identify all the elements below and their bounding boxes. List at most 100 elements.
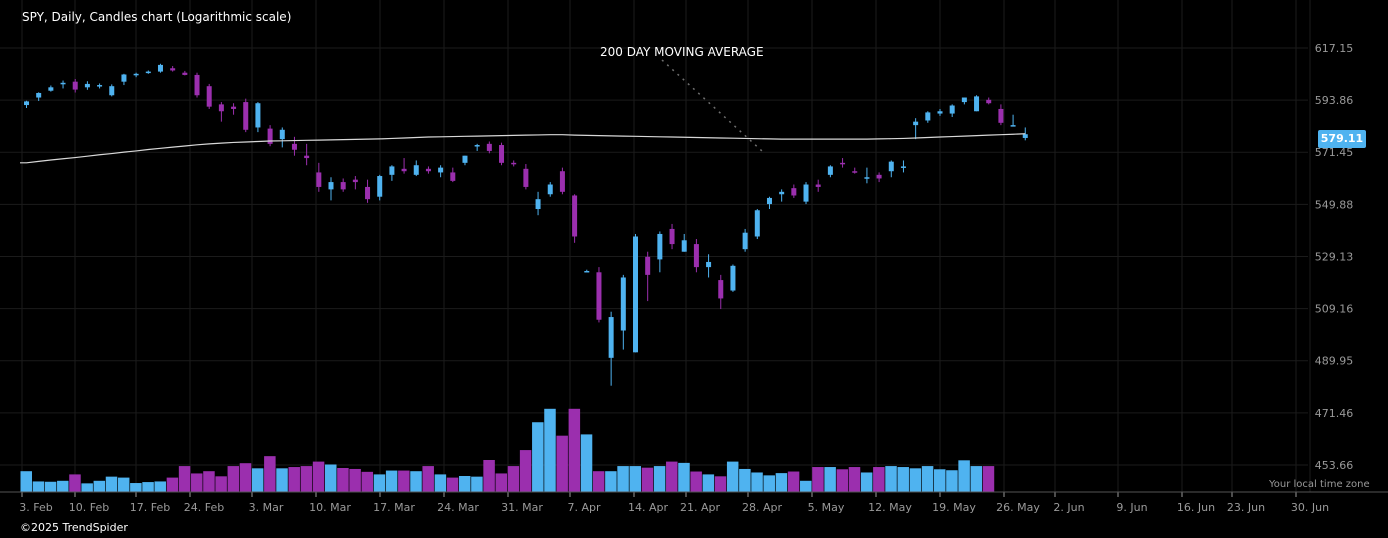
candle-body: [121, 74, 127, 82]
last-price-badge: 579.11: [1318, 130, 1366, 148]
volume-bar: [532, 422, 544, 492]
grid: [0, 0, 1308, 492]
candle-body: [742, 232, 748, 250]
candle-body: [949, 105, 955, 114]
candle-body: [864, 177, 870, 179]
candle-body: [340, 182, 346, 190]
candle-body: [986, 99, 992, 104]
volume-bar: [215, 476, 227, 492]
volume-bar: [885, 466, 897, 492]
y-axis: 617.15 593.86 571.45 549.88 529.13 509.16 489.…: [1309, 0, 1354, 492]
candle-body: [170, 68, 176, 71]
volume-bar: [105, 476, 118, 492]
candle-body: [681, 240, 687, 252]
candle-body: [1010, 125, 1016, 127]
volume-bar: [617, 466, 629, 492]
volume-bar: [251, 468, 264, 492]
candle-body: [389, 166, 395, 175]
candle-body: [60, 82, 66, 85]
volume-bar: [641, 467, 654, 492]
volume-bar: [276, 468, 288, 492]
candle-body: [401, 168, 407, 172]
candle-body: [133, 73, 139, 76]
candle-body: [815, 184, 821, 187]
volume-bar: [81, 483, 93, 492]
candle-body: [535, 199, 541, 210]
volume-bar: [471, 476, 483, 492]
moving-average-line: [20, 133, 1026, 164]
volume-bar: [398, 470, 410, 492]
volume-bars: [20, 408, 995, 492]
x-tick-label: 17. Feb: [130, 501, 170, 514]
candle-body: [888, 161, 894, 172]
volume-bar: [897, 467, 909, 492]
volume-bar: [337, 468, 349, 492]
annotation-pointer: [661, 59, 763, 152]
volume-bar: [410, 471, 422, 492]
candle-body: [523, 168, 529, 187]
candle-body: [718, 280, 724, 299]
candle-body: [706, 261, 712, 268]
candle-body: [486, 143, 492, 151]
volume-bar: [325, 464, 337, 492]
volume-bar: [848, 467, 861, 492]
y-tick-label: 593.86: [1315, 94, 1354, 107]
candle-body: [218, 104, 224, 112]
volume-bar: [934, 469, 946, 492]
x-tick-label: 7. Apr: [567, 501, 600, 514]
x-tick-label: 9. Jun: [1116, 501, 1147, 514]
candle-body: [413, 165, 419, 175]
y-tick-label: 571.45: [1315, 146, 1354, 159]
annotation-pointer-line: [661, 59, 763, 152]
x-tick-label: 24. Mar: [437, 501, 479, 514]
candle-body: [352, 179, 358, 183]
volume-bar: [556, 435, 568, 492]
y-tick-label: 509.16: [1315, 303, 1354, 316]
volume-bar: [191, 473, 203, 492]
volume-bar: [422, 466, 434, 492]
volume-bar: [483, 460, 495, 492]
volume-bar: [836, 469, 849, 492]
volume-bar: [44, 481, 57, 492]
volume-bar: [739, 468, 751, 492]
candle-body: [633, 236, 638, 353]
candle-body: [974, 96, 980, 112]
volume-bar: [860, 472, 873, 492]
candle-body: [462, 155, 468, 163]
volume-bar: [349, 468, 361, 492]
volume-bar: [982, 466, 995, 492]
candle-body: [608, 317, 614, 358]
volume-bar: [714, 476, 727, 492]
volume-bar: [507, 466, 520, 492]
volume-bar: [239, 463, 252, 492]
timezone-note[interactable]: Your local time zone: [1269, 479, 1370, 490]
volume-bar: [288, 467, 300, 492]
volume-bar: [227, 466, 240, 492]
y-tick-label: 549.88: [1315, 198, 1354, 211]
y-tick-label: 529.13: [1315, 250, 1354, 263]
volume-bar: [653, 466, 666, 492]
volume-bar: [958, 460, 970, 492]
candle-body: [657, 233, 663, 260]
volume-bar: [312, 461, 325, 492]
volume-bar: [629, 466, 641, 492]
candle-body: [913, 121, 919, 126]
x-tick-label: 31. Mar: [501, 501, 543, 514]
candle-body: [48, 87, 54, 91]
volume-bar: [592, 471, 605, 492]
volume-bar: [458, 476, 471, 492]
volume-bar: [57, 480, 69, 492]
candle-body: [669, 228, 675, 245]
candle-body: [109, 86, 115, 96]
candle-body: [231, 106, 237, 109]
volume-bar: [519, 450, 532, 492]
volume-bar: [946, 470, 958, 492]
volume-bar: [690, 471, 702, 492]
candles: [24, 63, 1028, 386]
candle-body: [645, 256, 651, 275]
y-tick-label: 617.15: [1315, 42, 1354, 55]
volume-bar: [32, 481, 45, 492]
x-tick-label: 5. May: [808, 501, 845, 514]
x-tick-label: 12. May: [868, 501, 912, 514]
